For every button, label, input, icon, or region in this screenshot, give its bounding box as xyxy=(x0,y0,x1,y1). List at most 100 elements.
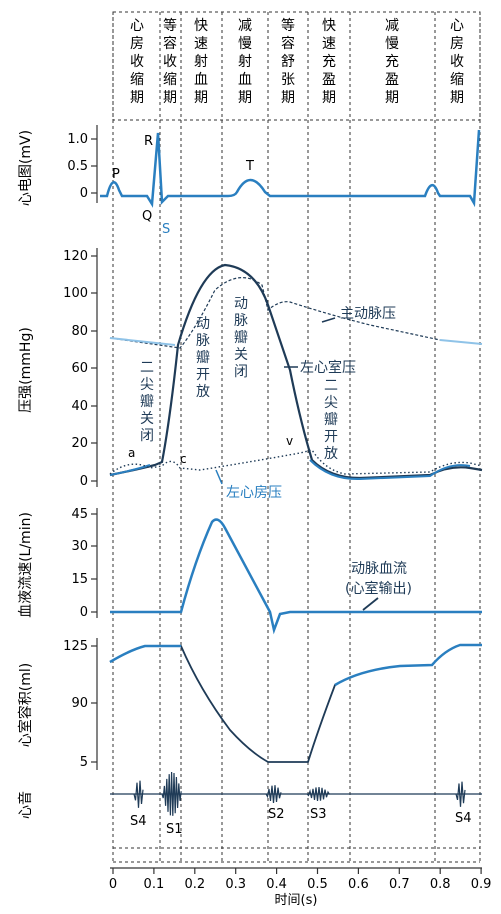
left-atrium-pressure-curve xyxy=(109,449,483,475)
valve-label-char: 放 xyxy=(324,446,338,462)
volume-axis-label: 心室容积(ml) xyxy=(17,663,34,747)
aorta-pressure-arrow xyxy=(321,317,336,323)
time-axis: 0 0.1 0.2 0.3 0.4 0.5 0.6 0.7 0.8 0.9 时间(s) xyxy=(109,867,491,908)
valve-label-char: 尖 xyxy=(140,377,154,393)
phase-label-char: 房 xyxy=(130,36,144,52)
phase-label-char: 减 xyxy=(238,18,252,34)
pressure-tick: 0 xyxy=(80,474,88,489)
valve-label-char: 关 xyxy=(140,411,154,427)
phase-label-char: 收 xyxy=(163,54,177,70)
phase-label-char: 期 xyxy=(385,90,399,106)
left-atrium-pressure-label: 左心房压 xyxy=(226,485,282,501)
phase-label-char: 速 xyxy=(194,36,208,52)
phase-label-char: 血 xyxy=(238,72,252,88)
phase-label-char: 期 xyxy=(130,90,144,106)
valve-label-char: 关 xyxy=(234,347,248,363)
ventricular-volume-light xyxy=(109,643,482,687)
phase-label-char: 慢 xyxy=(385,35,399,52)
phase-label-char: 房 xyxy=(450,36,464,52)
volume-tick: 90 xyxy=(71,696,88,711)
valve-label-char: 瓣 xyxy=(196,350,210,366)
ecg-wave-t: T xyxy=(245,159,254,174)
pressure-marker-c: c xyxy=(180,452,187,466)
phase-label-char: 速 xyxy=(322,36,336,52)
phase-label-char: 等 xyxy=(281,17,295,34)
phase-label-char: 血 xyxy=(194,72,208,88)
phase-label-char: 缩 xyxy=(163,72,177,88)
valve-label-char: 尖 xyxy=(324,395,338,411)
phase-label-char: 射 xyxy=(194,54,208,70)
ecg-wave-r: R xyxy=(144,134,153,149)
phase-label-char: 容 xyxy=(281,35,295,52)
ecg-panel: 心电图(mV) 1.0 0.5 0 P R Q S T xyxy=(18,125,481,237)
aortic-flow-curve xyxy=(110,518,482,635)
valve-label-char: 开 xyxy=(324,429,338,445)
ecg-tick: 1.0 xyxy=(67,132,88,147)
sound-label-s2: S2 xyxy=(268,807,285,822)
phase-label-char: 容 xyxy=(163,35,177,52)
phase-label-char: 张 xyxy=(281,72,295,88)
phase-label-char: 期 xyxy=(163,90,177,106)
sound-label-s3: S3 xyxy=(310,807,327,822)
flow-tick: 0 xyxy=(80,605,88,620)
time-tick-label: 0.8 xyxy=(430,877,451,892)
time-tick-label: 0 xyxy=(109,877,117,892)
sound-burst xyxy=(306,786,331,802)
phase-label-char: 舒 xyxy=(281,54,295,70)
ecg-wave-s: S xyxy=(162,222,170,237)
sound-label-s4: S4 xyxy=(130,814,147,829)
ecg-axis-label: 心电图(mV) xyxy=(18,130,34,206)
phase-label-char: 充 xyxy=(322,54,336,70)
phase-label-char: 收 xyxy=(450,54,464,70)
sound-burst xyxy=(265,785,282,804)
phase-label-char: 缩 xyxy=(130,72,144,88)
ventricular-volume-curve xyxy=(109,644,482,763)
aorta-pressure-label: 主动脉压 xyxy=(340,306,396,322)
heart-sound-panel: 心音 S4 S1 S2 S3 S4 xyxy=(17,772,482,837)
ecg-wave-p: P xyxy=(112,167,120,182)
valve-label-char: 二 xyxy=(324,378,338,394)
valve-label-char: 脉 xyxy=(234,313,248,329)
time-ticks: 0 0.1 0.2 0.3 0.4 0.5 0.6 0.7 0.8 0.9 xyxy=(109,868,491,892)
valve-label-char: 瓣 xyxy=(234,330,248,346)
ecg-trace xyxy=(100,129,481,208)
valve-label-char: 闭 xyxy=(140,428,154,444)
valve-label-char: 动 xyxy=(234,296,248,312)
phase-label-char: 期 xyxy=(322,90,336,106)
flow-panel: 血液流速(L/min) 45 30 15 0 动脉血流 (心室输出) xyxy=(18,507,482,635)
time-tick-label: 0.6 xyxy=(348,877,369,892)
pressure-panel: 压强(mmHg) 120 100 80 60 40 20 0 a c v 主动脉… xyxy=(18,248,483,501)
pressure-tick: 20 xyxy=(71,436,88,451)
phase-label-char: 快 xyxy=(194,18,208,34)
volume-tick: 5 xyxy=(80,755,88,770)
sound-burst xyxy=(161,772,182,816)
phase-label-char: 期 xyxy=(450,90,464,106)
valve-label-char: 瓣 xyxy=(140,394,154,410)
ecg-tick: 0.5 xyxy=(67,159,88,174)
volume-tick: 125 xyxy=(63,639,88,654)
time-tick-label: 0.5 xyxy=(307,877,328,892)
phase-label-char: 充 xyxy=(385,54,399,70)
la-pressure-arrow xyxy=(215,469,223,485)
flow-tick: 45 xyxy=(71,507,88,522)
pressure-tick: 100 xyxy=(63,286,88,301)
valve-label-char: 闭 xyxy=(234,364,248,380)
time-tick-label: 0.7 xyxy=(389,877,410,892)
phase-label-char: 收 xyxy=(130,54,144,70)
sound-label-s4-end: S4 xyxy=(455,811,472,826)
valve-label-char: 开 xyxy=(196,367,210,383)
ecg-wave-q: Q xyxy=(142,209,152,224)
phase-label-char: 慢 xyxy=(238,35,252,52)
valve-label-char: 脉 xyxy=(196,333,210,349)
pressure-tick: 40 xyxy=(71,399,88,414)
aorta-pressure-light xyxy=(109,337,483,346)
volume-panel: 心室容积(ml) 125 90 5 xyxy=(17,638,482,770)
sound-label-s1: S1 xyxy=(166,822,183,837)
phase-label-char: 期 xyxy=(281,90,295,106)
pressure-tick: 80 xyxy=(71,324,88,339)
time-tick-label: 0.2 xyxy=(184,877,205,892)
